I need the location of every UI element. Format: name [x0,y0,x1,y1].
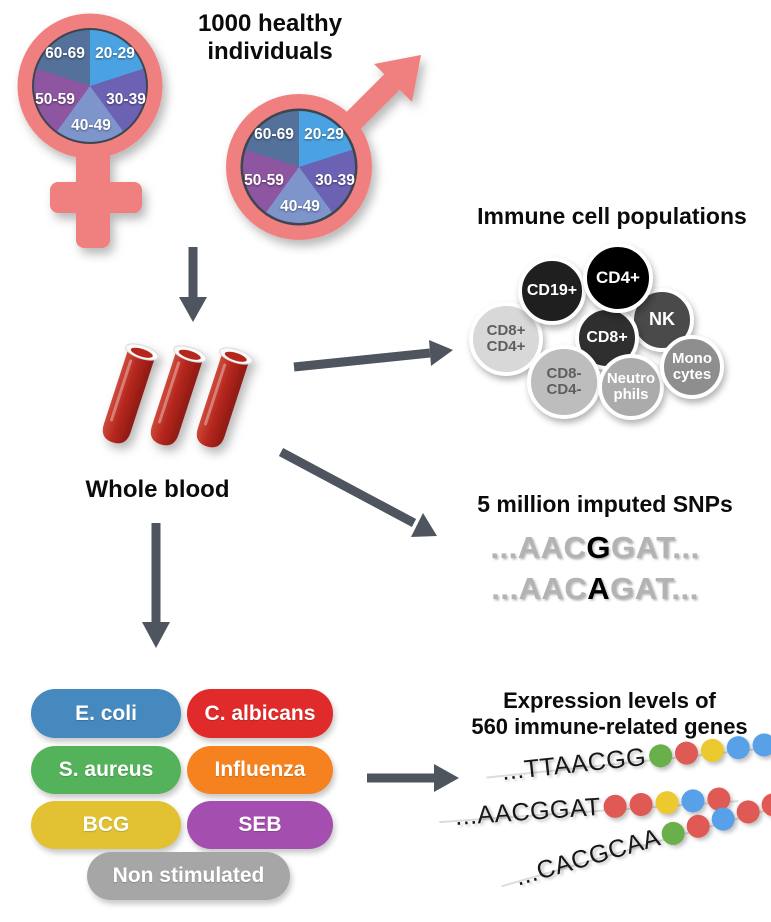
flow-arrows [142,247,459,792]
age-label: 30-39 [315,172,355,189]
stimulus-calbicans: C. albicans [187,689,333,738]
arrow-to-expression [367,764,459,792]
snp-sequences: ...AACGGAT... ...AACAGAT... [420,528,770,610]
snp-sequence-row: ...AACGGAT... [420,528,770,569]
expression-dot [734,797,763,827]
cell-label: Mono [672,349,712,367]
expression-dot [673,740,699,766]
cell-neutrophils: Neutro phils [598,354,664,420]
expression-title-line2: 560 immune-related genes [471,713,748,739]
cell-label: CD4+ [596,267,640,287]
stimulus-label: C. albicans [204,701,316,725]
female-symbol-crossbar [50,182,142,213]
stimulus-label: Influenza [214,758,306,781]
expression-dot [725,735,751,761]
cohort-title: 1000 healthy individuals [197,10,343,66]
snp-prefix: ...AAC [490,530,587,565]
stimulus-label: BCG [82,813,130,836]
immune-cells-title: Immune cell populations [477,203,747,229]
male-symbol-arrowhead [374,55,421,102]
age-label: 40-49 [280,198,320,215]
stimulus-influenza: Influenza [187,746,333,794]
snps-title: 5 million imputed SNPs [477,491,733,517]
cell-cd4pos: CD4+ [583,243,653,313]
blood-tube [150,345,207,446]
cell-label: CD8+ [486,321,526,339]
snp-allele: G [586,530,612,565]
stimulus-saureus: S. aureus [31,746,181,794]
expression-dot [629,792,654,817]
stimulus-non-stimulated: Non stimulated [87,852,290,900]
snp-suffix: GAT... [611,530,700,565]
expression-dot [699,737,725,764]
expression-dot [751,732,771,758]
female-age-pie: 20-29 30-39 40-49 50-59 60-69 [34,30,146,142]
expression-dot [603,794,628,819]
cell-label: cytes [672,366,712,383]
male-age-pie: 20-29 30-39 40-49 50-59 60-69 [243,111,355,223]
female-symbol-ring [17,13,163,159]
cell-label: CD8+ [586,329,628,347]
age-label: 20-29 [304,126,344,143]
arrow-to-immune-cells [293,340,453,372]
blood-tubes [102,343,253,448]
age-label: 50-59 [244,172,284,189]
stimulus-bcg: BCG [31,801,181,849]
arrow-to-blood [179,247,207,322]
expression-dot [654,790,680,815]
cell-label: NK [649,309,675,330]
cell-label: Neutro [606,369,656,387]
age-label: 20-29 [95,45,135,62]
age-label: 60-69 [254,126,294,143]
expression-dot [647,743,674,769]
snp-allele: A [587,570,611,606]
cell-label: CD4+ [486,338,526,355]
expression-dot [684,811,713,841]
cell-label: CD4- [546,381,582,398]
blood-tube [102,343,159,444]
age-label: 50-59 [35,91,75,108]
cell-label: CD19+ [526,282,578,300]
cell-label: phils [613,386,649,403]
cell-cd19pos: CD19+ [518,257,586,325]
stimulus-ecoli: E. coli [31,689,181,738]
expression-dot [759,790,771,819]
whole-blood-label: Whole blood [85,476,230,503]
cell-monocytes: Mono cytes [660,335,724,399]
stimulus-label: S. aureus [58,758,154,781]
age-label: 60-69 [45,45,85,62]
stimulus-seb: SEB [187,801,333,849]
cell-cd8neg-cd4neg: CD8- CD4- [527,345,601,419]
stimulus-label: SEB [238,813,282,836]
age-label: 40-49 [71,117,111,134]
snp-sequence-row: ...AACAGAT... [420,569,770,610]
arrow-to-stimuli [142,523,170,648]
expression-dot [709,804,738,834]
male-symbol-ring [226,94,372,240]
stimulus-label: E. coli [75,701,137,725]
expression-dot [659,819,688,848]
expression-title: Expression levels of 560 immune-related … [448,688,771,740]
snp-prefix: ...AAC [491,570,588,606]
stimulus-label: Non stimulated [112,864,265,887]
snp-suffix: GAT... [610,570,699,606]
expression-title-line1: Expression levels of [503,688,716,713]
blood-tube [196,347,253,448]
age-label: 30-39 [106,91,146,108]
cell-label: CD8- [546,364,582,382]
arrow-to-snps [278,448,437,537]
male-symbol-arrow-shaft [339,71,403,135]
